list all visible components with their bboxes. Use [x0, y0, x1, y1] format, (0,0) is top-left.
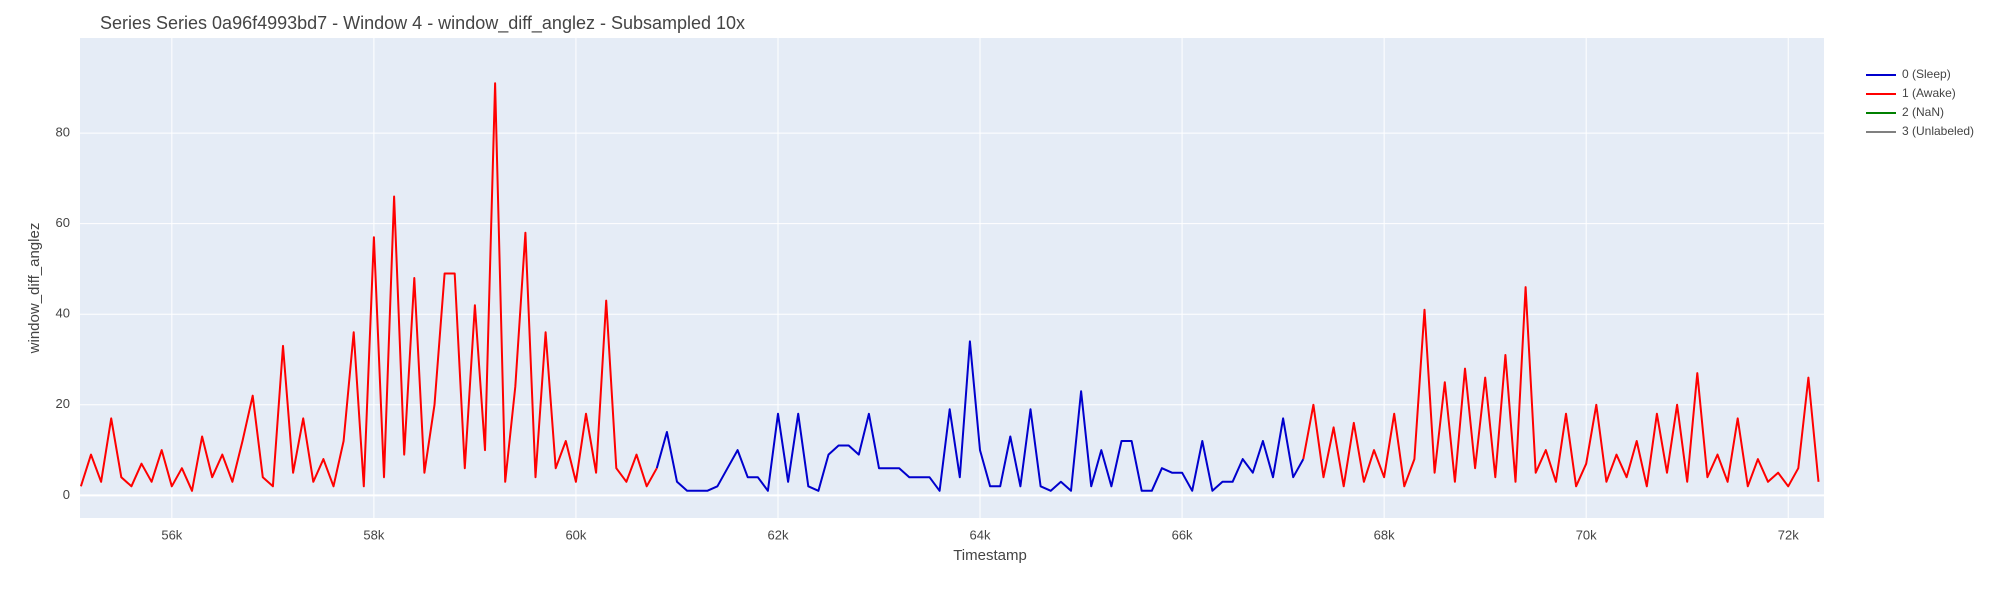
y-axis-title: window_diff_anglez: [26, 223, 43, 355]
y-tick-label: 0: [63, 487, 70, 502]
x-tick-label: 72k: [1778, 527, 1799, 542]
x-tick-label: 60k: [565, 527, 586, 542]
plot-area: [80, 82, 1820, 492]
legend-label: 1 (Awake): [1902, 86, 1956, 100]
x-tick-label: 58k: [363, 527, 384, 542]
series-line: [655, 340, 1305, 492]
x-tick-label: 56k: [161, 527, 182, 542]
legend-label: 3 (Unlabeled): [1902, 124, 1974, 138]
legend-label: 2 (NaN): [1902, 105, 1944, 119]
x-tick-label: 62k: [767, 527, 788, 542]
y-tick-label: 40: [56, 306, 70, 321]
x-tick-label: 68k: [1374, 527, 1395, 542]
x-tick-label: 66k: [1172, 527, 1193, 542]
x-tick-label: 70k: [1576, 527, 1597, 542]
x-axis-title: Timestamp: [953, 547, 1027, 564]
series-line: [80, 82, 1820, 492]
y-tick-label: 60: [56, 215, 70, 230]
y-tick-label: 80: [56, 125, 70, 140]
chart-title: Series Series 0a96f4993bd7 - Window 4 - …: [100, 13, 745, 34]
y-tick-label: 20: [56, 396, 70, 411]
legend-label: 0 (Sleep): [1902, 67, 1951, 81]
x-tick-label: 64k: [970, 527, 991, 542]
